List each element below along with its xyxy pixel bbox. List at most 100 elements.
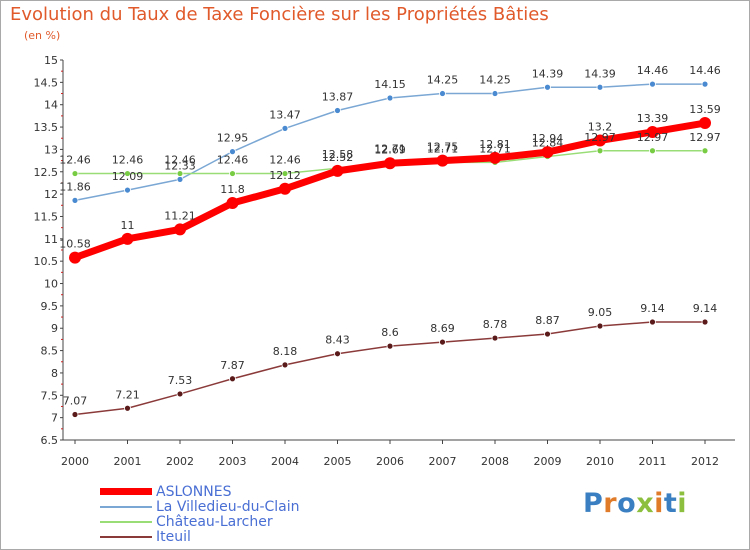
data-label: 7.21 [115,388,140,401]
y-tick-label: 10 [44,278,58,291]
data-label: 12.46 [59,154,91,167]
y-tick-label: 10.5 [34,255,59,268]
data-point [596,147,604,155]
data-point [334,350,341,358]
data-point [699,117,711,130]
data-point [226,197,239,210]
data-point [596,322,604,330]
data-point [71,196,79,204]
data-label: 12.09 [112,170,144,183]
proxiti-logo: Proxiti [583,488,687,519]
data-point [334,107,341,114]
data-label: 12.97 [584,131,616,144]
x-tick-label: 2009 [534,455,562,468]
data-point [646,125,659,138]
data-label: 13.59 [689,103,721,116]
data-label: 12.33 [164,159,196,172]
data-point [229,148,236,156]
data-label: 7.07 [63,395,88,408]
data-label: 8.69 [430,322,455,335]
chart-subtitle: (en %) [24,29,61,42]
data-point [71,411,79,418]
data-label: 14.39 [532,67,564,80]
data-label: 11.21 [164,209,196,222]
data-point [124,170,131,177]
legend-swatch [100,505,152,508]
data-label: 12.58 [322,148,354,161]
y-tick-label: 7.5 [41,389,59,402]
data-point [701,80,709,88]
data-point [124,404,131,412]
x-tick-label: 2010 [586,455,614,468]
data-point [281,361,289,369]
data-point [331,164,344,177]
x-tick-label: 2012 [691,455,719,468]
x-tick-label: 2003 [219,455,247,468]
data-label: 12.71 [374,142,406,155]
data-label: 14.25 [427,74,459,87]
x-tick-label: 2011 [639,455,667,468]
y-tick-label: 9.5 [41,300,59,313]
data-point [384,157,396,170]
data-label: 8.78 [483,318,508,331]
legend-item: Château-Larcher [100,514,300,530]
y-tick-label: 11 [44,233,58,246]
data-point [649,147,656,155]
data-label: 14.46 [637,64,669,77]
y-tick-label: 9 [51,322,58,335]
data-label: 14.46 [689,64,721,77]
x-tick-label: 2000 [61,455,89,468]
y-tick-label: 7 [51,412,58,425]
data-point [121,232,134,245]
data-label: 12.95 [217,132,249,145]
y-tick-label: 14 [44,99,58,112]
data-label: 12.75 [427,141,459,154]
data-label: 13.87 [322,91,354,104]
data-label: 12.69 [374,143,406,156]
data-point [541,146,554,159]
y-tick-label: 14.5 [34,76,59,89]
data-label: 11.86 [59,180,91,193]
legend-swatch [100,488,152,495]
data-label: 12.46 [164,154,196,167]
data-point [229,375,236,383]
data-label: 12.81 [479,138,511,151]
data-point [386,94,394,102]
data-point [491,334,499,342]
data-point [174,223,186,236]
data-label: 8.6 [381,326,399,339]
data-label: 12.94 [532,132,564,145]
legend-item: ASLONNES [100,484,300,500]
data-label: 8.87 [535,314,560,327]
y-tick-label: 11.5 [34,210,59,223]
y-tick-label: 13.5 [34,121,59,134]
data-label: 8.43 [325,334,350,347]
data-point [281,170,289,177]
data-label: 12.46 [217,154,249,167]
data-point [439,338,446,346]
data-label: 14.15 [374,78,406,91]
x-tick-label: 2005 [324,455,352,468]
legend-label: Iteuil [156,528,191,545]
data-point [176,390,184,398]
data-point [124,186,131,194]
data-label: 12.12 [269,169,301,182]
data-point [279,182,291,195]
data-point [176,170,184,177]
logo-letter: r [603,488,618,519]
y-tick-label: 8.5 [41,345,59,358]
data-label: 12.84 [532,137,564,150]
data-point [649,80,656,88]
data-label: 13.2 [588,120,613,133]
data-label: 12.97 [637,131,669,144]
data-label: 11 [121,219,135,232]
data-label: 10.58 [59,238,91,251]
data-point [489,151,501,164]
data-label: 9.05 [588,306,613,319]
logo-letter: i [654,488,664,519]
data-label: 12.71 [479,142,511,155]
legend-item: Iteuil [100,528,300,545]
y-tick-label: 8 [51,367,58,380]
